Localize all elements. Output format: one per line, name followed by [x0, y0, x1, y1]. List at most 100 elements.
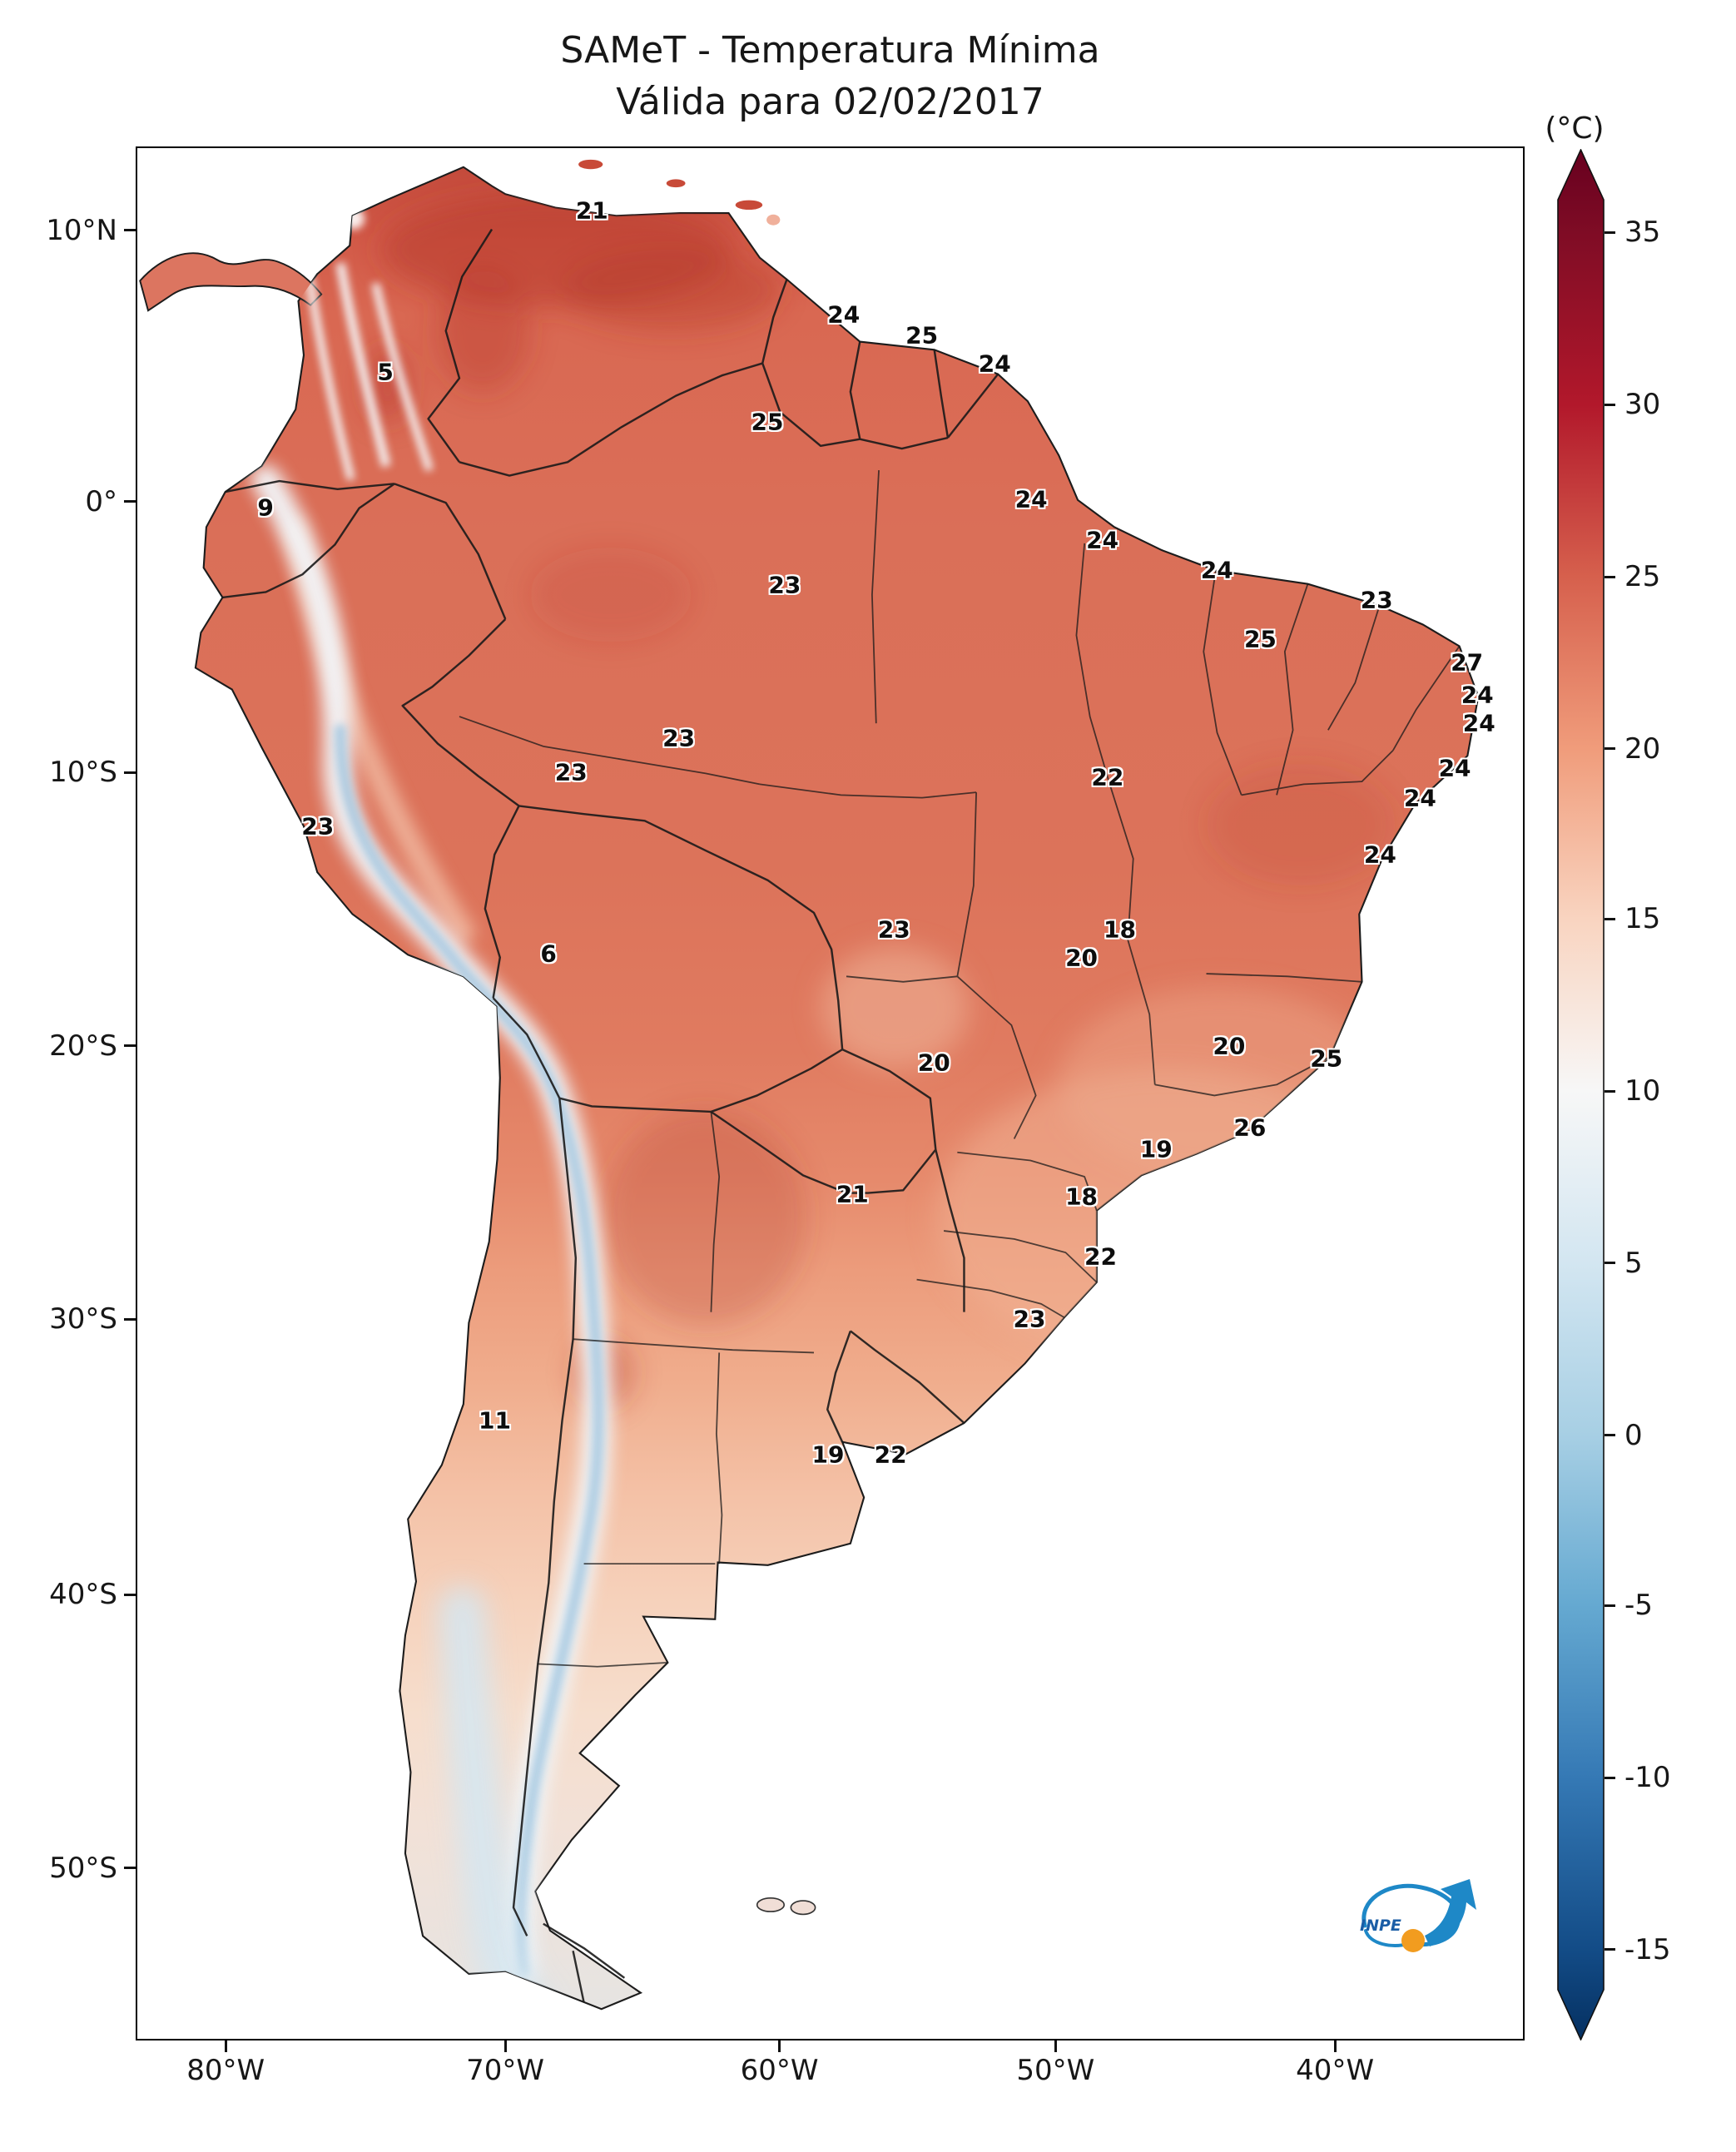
state-borders: [459, 470, 1461, 1668]
lat-tick-mark: [124, 1593, 136, 1596]
station-temperature-label: 20: [1213, 1032, 1246, 1060]
station-temperature-label: 18: [1065, 1183, 1099, 1211]
lon-tick-label: 70°W: [466, 2054, 544, 2087]
station-temperature-label: 20: [917, 1049, 950, 1077]
station-temperature-label: 23: [877, 915, 910, 944]
station-temperature-label: 24: [1200, 556, 1233, 584]
station-temperature-label: 24: [1462, 709, 1495, 737]
lon-tick-mark: [778, 2040, 781, 2052]
station-temperature-label: 25: [1243, 625, 1277, 653]
lon-tick-mark: [1054, 2040, 1057, 2052]
panama-landmass: [139, 252, 323, 312]
colorbar-tick-label: -5: [1624, 1589, 1653, 1623]
station-temperature-label: 25: [751, 408, 784, 436]
station-temperature-label: 23: [662, 724, 696, 752]
station-temperature-label: 25: [1310, 1044, 1343, 1073]
station-temperature-label: 22: [1091, 763, 1124, 791]
colorbar-tick-mark: [1605, 575, 1615, 578]
station-temperature-label: 24: [1014, 485, 1048, 513]
lat-tick-label: 50°S: [49, 1851, 117, 1885]
colorbar-tick-mark: [1605, 1604, 1615, 1607]
station-temperature-label: 26: [1233, 1113, 1267, 1142]
title-line-1: SAMeT - Temperatura Mínima: [560, 29, 1100, 72]
lat-tick-label: 20°S: [49, 1029, 117, 1063]
lat-tick-mark: [124, 1317, 136, 1321]
lat-tick-label: 0°: [85, 484, 117, 518]
lon-tick-label: 80°W: [186, 2054, 265, 2087]
station-temperature-label: 20: [1065, 944, 1099, 972]
lat-tick-label: 30°S: [49, 1302, 117, 1336]
lon-tick-mark: [224, 2040, 227, 2052]
station-temperature-label: 23: [301, 812, 335, 840]
lon-tick-label: 60°W: [740, 2054, 819, 2087]
station-temperature-label: 23: [554, 758, 588, 786]
station-temperature-label: 21: [575, 196, 608, 225]
inpe-text: INPE: [1360, 1916, 1401, 1935]
lon-tick-label: 50°W: [1016, 2054, 1095, 2087]
inpe-orange-dot: [1401, 1929, 1425, 1952]
station-temperature-label: 19: [1139, 1135, 1173, 1163]
colorbar-tick-mark: [1605, 1434, 1615, 1437]
station-temperature-label: 6: [540, 940, 557, 968]
station-temperature-label: 24: [827, 300, 861, 329]
station-temperature-label: 24: [1403, 784, 1436, 812]
station-temperature-label: 25: [905, 321, 939, 350]
lat-tick-mark: [124, 229, 136, 232]
lat-tick-mark: [124, 500, 136, 503]
station-temperature-label: 24: [978, 350, 1011, 378]
colorbar-tick-mark: [1605, 1262, 1615, 1265]
colorbar-tick-label: 5: [1624, 1246, 1643, 1280]
station-temperature-label: 24: [1363, 840, 1396, 869]
colorbar-bar: [1557, 149, 1605, 2040]
colorbar-tick-label: -15: [1624, 1932, 1671, 1966]
station-temperature-label: 9: [257, 493, 274, 522]
colorbar-tick-mark: [1605, 231, 1615, 234]
colorbar-tick-label: 10: [1624, 1074, 1661, 1108]
colorbar-tick-label: 15: [1624, 902, 1661, 936]
lon-tick-mark: [1333, 2040, 1337, 2052]
colorbar-tick-mark: [1605, 1948, 1615, 1951]
colorbar-tick-mark: [1605, 403, 1615, 406]
colorbar-tick-label: 35: [1624, 216, 1661, 250]
lat-tick-label: 10°N: [46, 213, 117, 247]
inpe-logo: INPE: [1360, 1879, 1476, 1952]
station-temperature-label: 21: [836, 1180, 869, 1208]
colorbar-tick-label: 0: [1624, 1418, 1643, 1452]
title-line-2: Válida para 02/02/2017: [616, 81, 1044, 124]
figure-title: SAMeT - Temperatura Mínima Válida para 0…: [136, 25, 1525, 129]
station-temperature-label: 24: [1438, 754, 1471, 782]
station-temperature-label: 22: [874, 1440, 907, 1469]
colorbar-tick-label: 25: [1624, 560, 1661, 594]
lat-tick-label: 40°S: [49, 1578, 117, 1612]
colorbar-tick-mark: [1605, 1089, 1615, 1093]
station-temperature-label: 23: [768, 571, 801, 599]
colorbar-unit-label: (°C): [1545, 112, 1605, 146]
lat-tick-label: 10°S: [49, 756, 117, 790]
station-temperature-label: 24: [1086, 526, 1119, 554]
station-temperature-label: 23: [1013, 1305, 1046, 1333]
lat-tick-mark: [124, 1867, 136, 1870]
colorbar-tick-label: 20: [1624, 731, 1661, 766]
colorbar: [1557, 149, 1605, 2040]
colorbar-tick-label: -10: [1624, 1761, 1671, 1795]
country-borders: [222, 228, 999, 2003]
colorbar-tick-mark: [1605, 917, 1615, 920]
coastline: [194, 166, 1480, 2011]
station-temperature-label: 27: [1451, 648, 1484, 677]
station-temperature-label: 11: [479, 1406, 511, 1435]
map-plot-area: [136, 146, 1525, 2040]
station-temperature-label: 22: [1084, 1242, 1117, 1271]
lat-tick-mark: [124, 1044, 136, 1048]
falkland-islands: [756, 1897, 816, 1916]
lon-tick-label: 40°W: [1296, 2054, 1375, 2087]
colorbar-tick-mark: [1605, 1776, 1615, 1779]
station-temperature-label: 23: [1360, 586, 1393, 614]
station-temperature-label: 24: [1461, 681, 1494, 709]
south-america-map: [139, 159, 1480, 2011]
colorbar-tick-label: 30: [1624, 388, 1661, 422]
inpe-arrow: [1425, 1879, 1476, 1946]
station-temperature-label: 5: [377, 358, 394, 386]
station-temperature-label: 19: [811, 1440, 845, 1469]
station-temperature-label: 18: [1103, 915, 1136, 944]
